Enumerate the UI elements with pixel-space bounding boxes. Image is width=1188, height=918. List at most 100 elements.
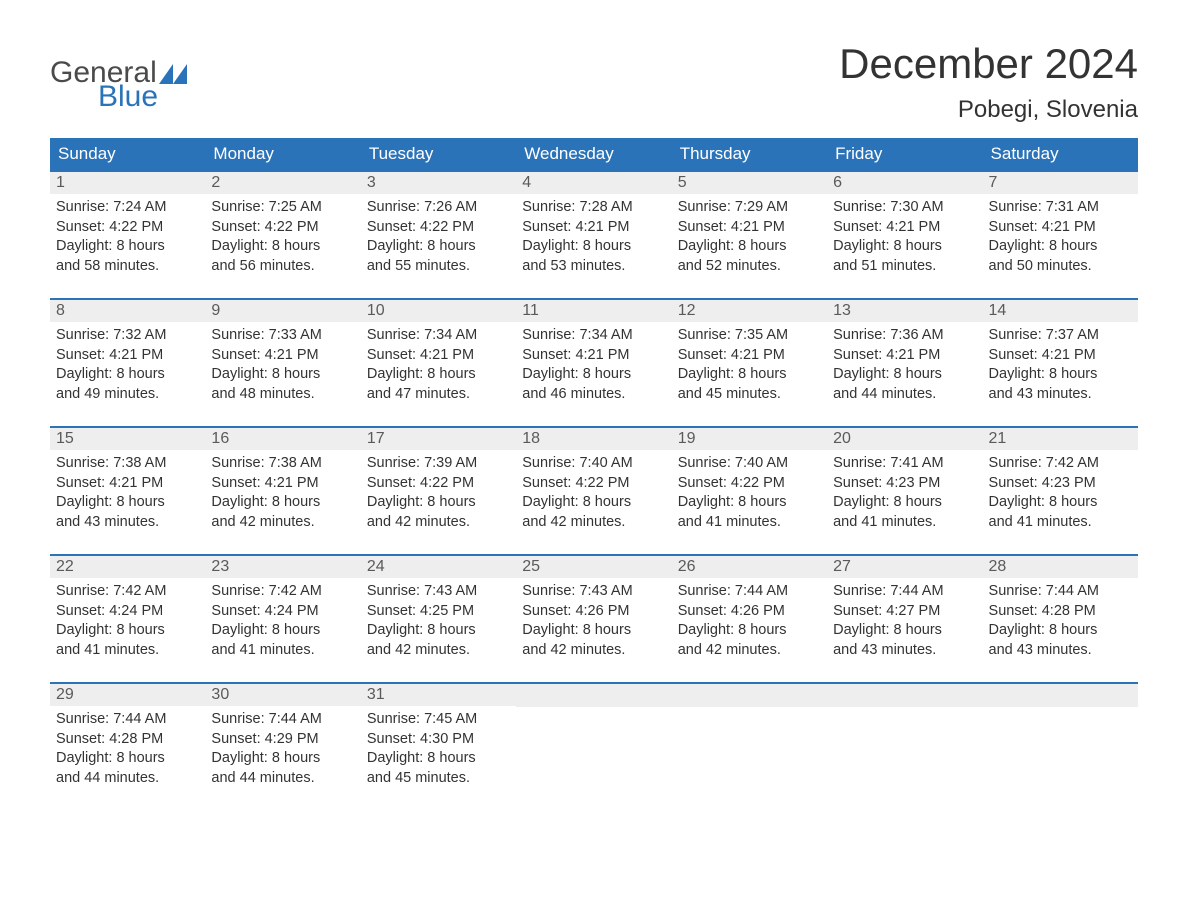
day-sunrise: Sunrise: 7:45 AM <box>367 710 510 730</box>
day-day1: Daylight: 8 hours <box>367 621 510 641</box>
day-sunrise: Sunrise: 7:39 AM <box>367 454 510 474</box>
day-sunrise: Sunrise: 7:44 AM <box>56 710 199 730</box>
day-day1: Daylight: 8 hours <box>833 493 976 513</box>
day-sunset: Sunset: 4:28 PM <box>56 730 199 750</box>
month-title: December 2024 <box>839 40 1138 88</box>
day-number: 14 <box>983 300 1138 322</box>
day-cell: 29Sunrise: 7:44 AMSunset: 4:28 PMDayligh… <box>50 684 205 810</box>
day-sunset: Sunset: 4:21 PM <box>989 218 1132 238</box>
day-number: 19 <box>672 428 827 450</box>
day-details: Sunrise: 7:44 AMSunset: 4:29 PMDaylight:… <box>205 706 360 796</box>
day-number: 4 <box>516 172 671 194</box>
day-sunrise: Sunrise: 7:36 AM <box>833 326 976 346</box>
title-block: December 2024 Pobegi, Slovenia <box>839 40 1138 124</box>
day-cell: 19Sunrise: 7:40 AMSunset: 4:22 PMDayligh… <box>672 428 827 554</box>
day-number: 25 <box>516 556 671 578</box>
day-sunset: Sunset: 4:21 PM <box>56 474 199 494</box>
day-cell <box>827 684 982 810</box>
empty-day <box>827 684 982 707</box>
weekday-header: Sunday <box>50 138 205 170</box>
week-row: 22Sunrise: 7:42 AMSunset: 4:24 PMDayligh… <box>50 554 1138 682</box>
day-cell <box>983 684 1138 810</box>
day-sunrise: Sunrise: 7:44 AM <box>833 582 976 602</box>
week-row: 29Sunrise: 7:44 AMSunset: 4:28 PMDayligh… <box>50 682 1138 810</box>
day-details: Sunrise: 7:31 AMSunset: 4:21 PMDaylight:… <box>983 194 1138 284</box>
day-sunrise: Sunrise: 7:40 AM <box>678 454 821 474</box>
day-details: Sunrise: 7:37 AMSunset: 4:21 PMDaylight:… <box>983 322 1138 412</box>
day-sunrise: Sunrise: 7:28 AM <box>522 198 665 218</box>
day-sunrise: Sunrise: 7:33 AM <box>211 326 354 346</box>
day-cell <box>672 684 827 810</box>
day-day2: and 41 minutes. <box>989 513 1132 533</box>
day-sunset: Sunset: 4:22 PM <box>367 218 510 238</box>
day-day2: and 44 minutes. <box>211 769 354 789</box>
day-sunset: Sunset: 4:23 PM <box>989 474 1132 494</box>
day-sunrise: Sunrise: 7:42 AM <box>56 582 199 602</box>
day-sunset: Sunset: 4:21 PM <box>678 218 821 238</box>
day-cell: 3Sunrise: 7:26 AMSunset: 4:22 PMDaylight… <box>361 172 516 298</box>
day-number: 23 <box>205 556 360 578</box>
day-details: Sunrise: 7:28 AMSunset: 4:21 PMDaylight:… <box>516 194 671 284</box>
day-cell: 31Sunrise: 7:45 AMSunset: 4:30 PMDayligh… <box>361 684 516 810</box>
day-cell: 1Sunrise: 7:24 AMSunset: 4:22 PMDaylight… <box>50 172 205 298</box>
day-day2: and 46 minutes. <box>522 385 665 405</box>
day-number: 5 <box>672 172 827 194</box>
day-day2: and 43 minutes. <box>989 641 1132 661</box>
day-cell: 4Sunrise: 7:28 AMSunset: 4:21 PMDaylight… <box>516 172 671 298</box>
day-cell: 22Sunrise: 7:42 AMSunset: 4:24 PMDayligh… <box>50 556 205 682</box>
day-cell: 28Sunrise: 7:44 AMSunset: 4:28 PMDayligh… <box>983 556 1138 682</box>
day-sunrise: Sunrise: 7:35 AM <box>678 326 821 346</box>
day-sunset: Sunset: 4:22 PM <box>211 218 354 238</box>
day-sunrise: Sunrise: 7:37 AM <box>989 326 1132 346</box>
weekday-header: Tuesday <box>361 138 516 170</box>
day-sunrise: Sunrise: 7:24 AM <box>56 198 199 218</box>
day-sunset: Sunset: 4:23 PM <box>833 474 976 494</box>
day-sunset: Sunset: 4:26 PM <box>678 602 821 622</box>
day-day2: and 42 minutes. <box>211 513 354 533</box>
day-sunset: Sunset: 4:26 PM <box>522 602 665 622</box>
day-sunset: Sunset: 4:21 PM <box>833 346 976 366</box>
empty-day <box>983 684 1138 707</box>
day-details: Sunrise: 7:24 AMSunset: 4:22 PMDaylight:… <box>50 194 205 284</box>
day-number: 3 <box>361 172 516 194</box>
weekday-header: Friday <box>827 138 982 170</box>
day-sunrise: Sunrise: 7:32 AM <box>56 326 199 346</box>
day-details: Sunrise: 7:42 AMSunset: 4:23 PMDaylight:… <box>983 450 1138 540</box>
day-cell: 30Sunrise: 7:44 AMSunset: 4:29 PMDayligh… <box>205 684 360 810</box>
day-sunset: Sunset: 4:28 PM <box>989 602 1132 622</box>
day-details: Sunrise: 7:41 AMSunset: 4:23 PMDaylight:… <box>827 450 982 540</box>
day-day1: Daylight: 8 hours <box>989 621 1132 641</box>
day-details: Sunrise: 7:42 AMSunset: 4:24 PMDaylight:… <box>205 578 360 668</box>
calendar: Sunday Monday Tuesday Wednesday Thursday… <box>50 138 1138 810</box>
weekday-header: Thursday <box>672 138 827 170</box>
day-sunset: Sunset: 4:21 PM <box>367 346 510 366</box>
day-day2: and 45 minutes. <box>367 769 510 789</box>
day-day1: Daylight: 8 hours <box>211 365 354 385</box>
day-sunrise: Sunrise: 7:42 AM <box>989 454 1132 474</box>
day-day2: and 48 minutes. <box>211 385 354 405</box>
day-day2: and 44 minutes. <box>56 769 199 789</box>
day-day1: Daylight: 8 hours <box>211 621 354 641</box>
day-day1: Daylight: 8 hours <box>522 365 665 385</box>
day-details: Sunrise: 7:32 AMSunset: 4:21 PMDaylight:… <box>50 322 205 412</box>
day-sunrise: Sunrise: 7:41 AM <box>833 454 976 474</box>
day-cell: 13Sunrise: 7:36 AMSunset: 4:21 PMDayligh… <box>827 300 982 426</box>
day-sunrise: Sunrise: 7:44 AM <box>211 710 354 730</box>
day-day2: and 42 minutes. <box>367 641 510 661</box>
day-day1: Daylight: 8 hours <box>833 621 976 641</box>
day-number: 26 <box>672 556 827 578</box>
day-sunrise: Sunrise: 7:42 AM <box>211 582 354 602</box>
day-day2: and 41 minutes. <box>56 641 199 661</box>
brand-logo: General Blue <box>50 40 187 112</box>
day-cell: 17Sunrise: 7:39 AMSunset: 4:22 PMDayligh… <box>361 428 516 554</box>
day-day1: Daylight: 8 hours <box>678 493 821 513</box>
day-day2: and 47 minutes. <box>367 385 510 405</box>
day-day1: Daylight: 8 hours <box>56 237 199 257</box>
day-number: 2 <box>205 172 360 194</box>
day-day2: and 45 minutes. <box>678 385 821 405</box>
day-day1: Daylight: 8 hours <box>56 365 199 385</box>
day-sunset: Sunset: 4:29 PM <box>211 730 354 750</box>
day-sunrise: Sunrise: 7:29 AM <box>678 198 821 218</box>
day-day1: Daylight: 8 hours <box>367 749 510 769</box>
day-number: 10 <box>361 300 516 322</box>
